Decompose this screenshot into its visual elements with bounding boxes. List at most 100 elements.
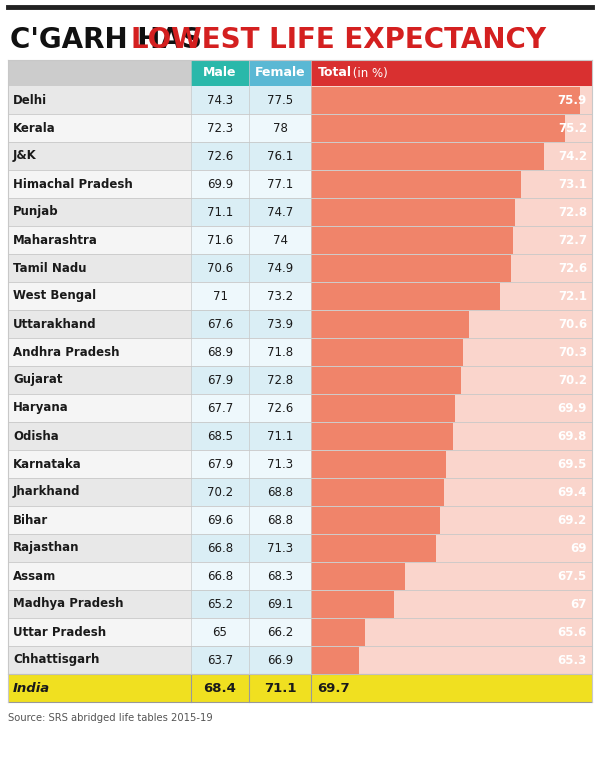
Text: 71: 71: [212, 289, 227, 302]
Bar: [311, 254, 592, 282]
Text: Assam: Assam: [13, 569, 56, 582]
Bar: [249, 198, 311, 226]
Text: Tamil Nadu: Tamil Nadu: [13, 262, 86, 275]
Bar: [249, 114, 311, 142]
Bar: [249, 394, 311, 422]
Bar: [191, 366, 249, 394]
Text: 71.3: 71.3: [267, 458, 293, 471]
Bar: [311, 310, 592, 338]
Bar: [515, 198, 592, 226]
Text: 69.9: 69.9: [557, 401, 587, 414]
Text: Punjab: Punjab: [13, 205, 59, 218]
Text: 69.8: 69.8: [557, 430, 587, 443]
Bar: [191, 478, 249, 506]
Bar: [249, 478, 311, 506]
Text: Madhya Pradesh: Madhya Pradesh: [13, 597, 124, 610]
Text: 67.5: 67.5: [558, 569, 587, 582]
Bar: [191, 86, 249, 114]
Bar: [249, 646, 311, 674]
Bar: [311, 394, 592, 422]
Bar: [191, 450, 249, 478]
Bar: [191, 394, 249, 422]
Bar: [311, 60, 592, 86]
Bar: [191, 310, 249, 338]
Bar: [191, 506, 249, 534]
Bar: [311, 198, 592, 226]
Bar: [191, 562, 249, 590]
Bar: [311, 114, 592, 142]
Bar: [311, 394, 592, 421]
Bar: [191, 534, 249, 562]
Text: 73.2: 73.2: [267, 289, 293, 302]
Bar: [311, 506, 592, 534]
Text: 72.3: 72.3: [207, 121, 233, 134]
Text: 67: 67: [571, 597, 587, 610]
Bar: [311, 338, 592, 366]
Bar: [8, 590, 191, 618]
Text: Rajasthan: Rajasthan: [13, 542, 79, 555]
Text: Odisha: Odisha: [13, 430, 59, 443]
Text: Jharkhand: Jharkhand: [13, 485, 80, 498]
Bar: [311, 562, 592, 590]
Bar: [311, 562, 592, 590]
Text: 73.9: 73.9: [267, 317, 293, 330]
Bar: [8, 226, 191, 254]
Bar: [311, 282, 592, 310]
Bar: [311, 478, 592, 506]
Bar: [191, 590, 249, 618]
Bar: [8, 394, 191, 422]
Bar: [249, 618, 311, 646]
Bar: [404, 562, 592, 590]
Text: 69.9: 69.9: [207, 178, 233, 191]
Bar: [191, 198, 249, 226]
Bar: [249, 562, 311, 590]
Text: 68.4: 68.4: [203, 681, 236, 694]
Text: 69.7: 69.7: [317, 681, 350, 694]
Text: Male: Male: [203, 66, 237, 79]
Text: 65.3: 65.3: [558, 653, 587, 667]
Text: C'GARH HAS: C'GARH HAS: [10, 26, 212, 54]
Bar: [311, 366, 592, 394]
Text: Uttar Pradesh: Uttar Pradesh: [13, 626, 106, 639]
Text: 71.3: 71.3: [267, 542, 293, 555]
Bar: [436, 535, 592, 562]
Text: (in %): (in %): [349, 66, 388, 79]
Bar: [249, 506, 311, 534]
Bar: [311, 366, 592, 394]
Bar: [249, 170, 311, 198]
Bar: [311, 255, 592, 282]
Text: Andhra Pradesh: Andhra Pradesh: [13, 346, 119, 359]
Text: 67.6: 67.6: [207, 317, 233, 330]
Text: 70.6: 70.6: [558, 317, 587, 330]
Bar: [8, 114, 191, 142]
Text: Himachal Pradesh: Himachal Pradesh: [13, 178, 133, 191]
Text: 71.1: 71.1: [267, 430, 293, 443]
Text: 68.8: 68.8: [267, 485, 293, 498]
Text: 65.2: 65.2: [207, 597, 233, 610]
Bar: [249, 590, 311, 618]
Bar: [311, 507, 592, 533]
Text: 74.3: 74.3: [207, 94, 233, 107]
Text: LOWEST LIFE EXPECTANCY: LOWEST LIFE EXPECTANCY: [131, 26, 547, 54]
Bar: [8, 646, 191, 674]
Text: 69.6: 69.6: [207, 513, 233, 526]
Text: India: India: [13, 681, 50, 694]
Bar: [469, 311, 592, 337]
Text: 74.9: 74.9: [267, 262, 293, 275]
Bar: [311, 619, 592, 645]
Text: 68.3: 68.3: [267, 569, 293, 582]
Bar: [311, 423, 592, 449]
Bar: [455, 394, 592, 421]
Text: Bihar: Bihar: [13, 513, 48, 526]
Text: 70.3: 70.3: [558, 346, 587, 359]
Bar: [8, 618, 191, 646]
Bar: [249, 142, 311, 170]
Bar: [311, 143, 592, 169]
Text: 69: 69: [571, 542, 587, 555]
Text: J&K: J&K: [13, 150, 37, 163]
Text: 76.1: 76.1: [267, 150, 293, 163]
Text: 77.5: 77.5: [267, 94, 293, 107]
Bar: [463, 339, 592, 365]
Bar: [311, 590, 592, 618]
Bar: [8, 170, 191, 198]
